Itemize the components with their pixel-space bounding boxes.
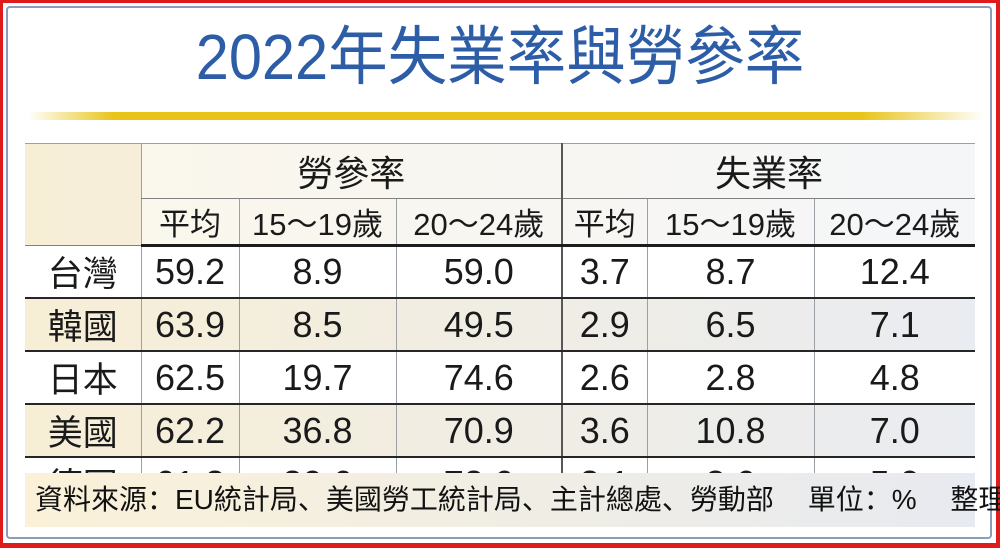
cell-value: 49.5 (395, 298, 563, 352)
cell-value: 36.8 (238, 404, 396, 458)
credit-label: 整理：于國欽 (950, 484, 1000, 515)
table-row-taiwan: 台灣 59.2 8.9 59.0 3.7 8.7 12.4 (25, 245, 976, 299)
group-header-labor-participation: 勞參率 (140, 143, 563, 199)
country-label: 日本 (25, 351, 141, 405)
cell-value: 8.9 (238, 245, 396, 299)
unit-label: 單位：% (807, 484, 917, 515)
col-header-lp-20-24: 20～24歲 (395, 198, 563, 247)
cell-value: 59.2 (140, 245, 239, 299)
group-header-row: 勞參率 失業率 (25, 143, 976, 246)
col-header-ue-20-24: 20～24歲 (813, 198, 976, 247)
country-label: 美國 (25, 404, 141, 458)
cell-value: 62.5 (140, 351, 239, 405)
cell-value: 19.7 (238, 351, 396, 405)
footer-bar: 資料來源：EU統計局、美國勞工統計局、主計總處、勞動部 單位：% 整理：于國欽 (25, 473, 1000, 527)
table-row-korea: 韓國 63.9 8.5 49.5 2.9 6.5 7.1 (25, 298, 976, 352)
group-header-unemployment: 失業率 (561, 143, 976, 199)
cell-value: 8.7 (646, 245, 815, 299)
cell-value: 3.6 (561, 404, 648, 458)
col-header-lp-15-19: 15～19歲 (238, 198, 396, 247)
table-row-usa: 美國 62.2 36.8 70.9 3.6 10.8 7.0 (25, 404, 976, 458)
cell-value: 4.8 (813, 351, 976, 405)
table-row-japan: 日本 62.5 19.7 74.6 2.6 2.8 4.8 (25, 351, 976, 405)
country-label: 韓國 (25, 298, 141, 352)
sub-header-row: 平均 15～19歲 20～24歲 平均 15～19歲 20～24歲 (25, 198, 976, 247)
cell-value: 7.1 (813, 298, 976, 352)
cell-value: 63.9 (140, 298, 239, 352)
rates-table: 勞參率 失業率 平均 15～19歲 20～24歲 平均 15～19歲 20～24… (25, 143, 976, 510)
cell-value: 12.4 (813, 245, 976, 299)
cell-value: 70.9 (395, 404, 563, 458)
col-header-ue-average: 平均 (561, 198, 648, 247)
cell-value: 10.8 (646, 404, 815, 458)
cell-value: 3.7 (561, 245, 648, 299)
cell-value: 2.6 (561, 351, 648, 405)
cell-value: 2.9 (561, 298, 648, 352)
cell-value: 74.6 (395, 351, 563, 405)
cell-value: 7.0 (813, 404, 976, 458)
cell-value: 59.0 (395, 245, 563, 299)
col-header-ue-15-19: 15～19歲 (646, 198, 815, 247)
gold-divider-rule (28, 112, 985, 120)
country-label: 台灣 (25, 245, 141, 299)
data-source-label: 資料來源：EU統計局、美國勞工統計局、主計總處、勞動部 (35, 484, 774, 515)
cell-value: 6.5 (646, 298, 815, 352)
cell-value: 2.8 (646, 351, 815, 405)
page-title: 2022年失業率與勞參率 (195, 21, 805, 93)
cell-value: 8.5 (238, 298, 396, 352)
cell-value: 62.2 (140, 404, 239, 458)
corner-cell (25, 143, 141, 246)
col-header-lp-average: 平均 (140, 198, 239, 247)
